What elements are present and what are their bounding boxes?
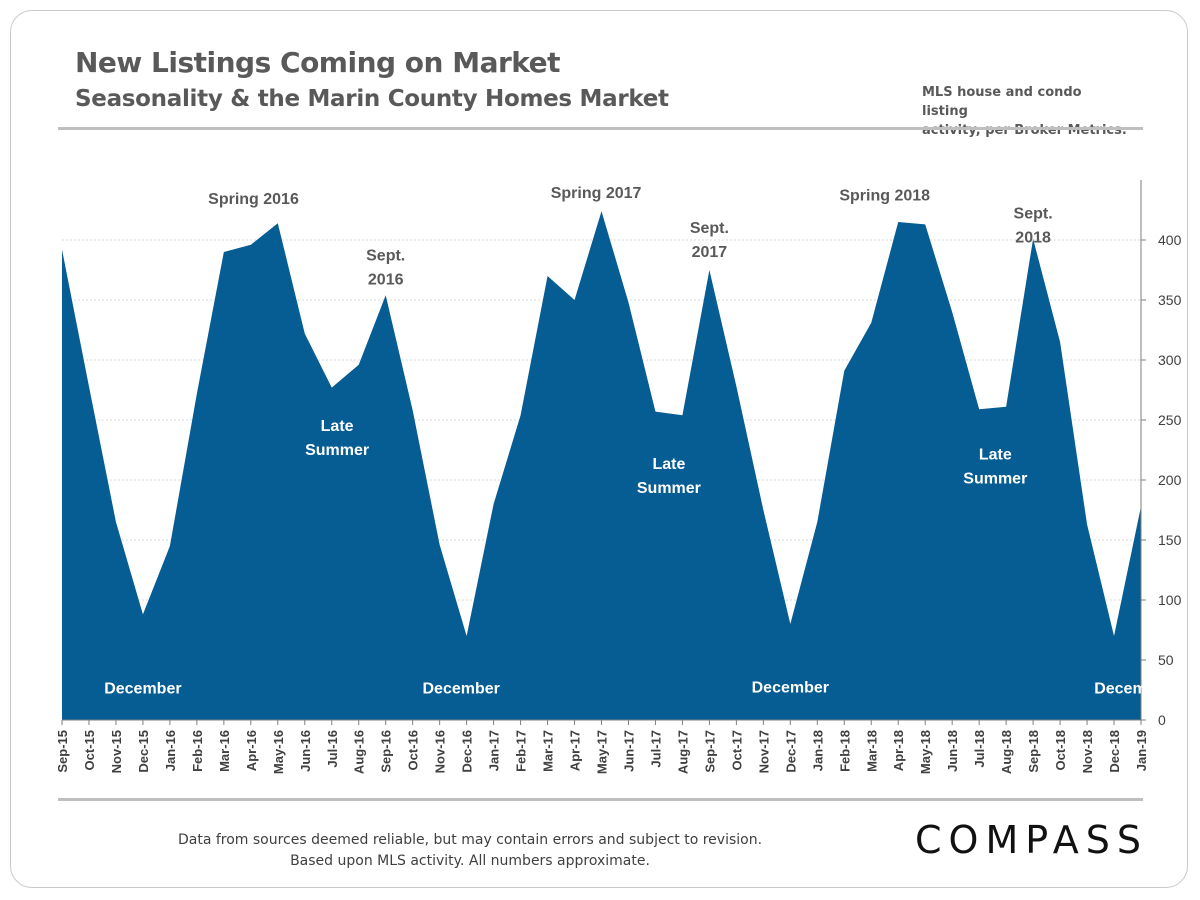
chart-annotation: Late (979, 447, 1012, 464)
x-tick-label: Nov-17 (756, 730, 771, 773)
x-tick-label: Aug-18 (999, 730, 1014, 774)
y-tick-label: 400 (1158, 232, 1182, 248)
x-tick-label: Mar-17 (541, 730, 556, 772)
y-tick-label: 200 (1158, 472, 1182, 488)
y-tick-label: 0 (1158, 712, 1166, 728)
x-tick-label: Oct-15 (82, 730, 97, 770)
x-tick-label: Jan-17 (487, 730, 502, 771)
x-tick-label: Dec-18 (1107, 730, 1122, 773)
listings-area (62, 211, 1141, 720)
chart-annotation: 2018 (1015, 229, 1051, 246)
y-tick-label: 100 (1158, 592, 1182, 608)
chart-annotation: December (423, 681, 500, 698)
x-tick-label: Dec-16 (460, 730, 475, 773)
source-note-line-1: MLS house and condo listing (922, 85, 1082, 119)
x-tick-label: Dec-17 (783, 730, 798, 773)
x-tick-label: Sep-18 (1026, 730, 1041, 773)
x-tick-label: Jan-16 (163, 730, 178, 771)
x-tick-label: Mar-18 (864, 730, 879, 772)
x-tick-label: Jul-18 (972, 730, 987, 768)
x-tick-label: Apr-17 (568, 730, 583, 771)
x-tick-label: Nov-18 (1080, 730, 1095, 773)
x-tick-label: Aug-16 (352, 730, 367, 774)
chart-annotation: Sept. (366, 247, 405, 264)
chart-annotation: Spring 2018 (839, 187, 930, 204)
x-tick-label: Apr-18 (891, 730, 906, 771)
chart-annotation: Sept. (1014, 205, 1053, 222)
chart-annotation: Summer (305, 442, 369, 459)
x-tick-label: Nov-15 (109, 730, 124, 773)
x-tick-label: Jun-16 (298, 730, 313, 772)
chart-annotation: 2017 (692, 244, 728, 261)
chart-annotation: Spring 2017 (551, 185, 642, 202)
x-tick-label: Apr-16 (244, 730, 259, 771)
x-tick-label: Jan-19 (1134, 730, 1149, 771)
x-tick-label: Oct-17 (729, 730, 744, 770)
top-divider (58, 127, 1143, 130)
chart-annotation: 2016 (368, 271, 404, 288)
x-tick-label: Oct-18 (1053, 730, 1068, 770)
chart-annotation: Spring 2016 (208, 191, 299, 208)
x-tick-label: May-18 (918, 730, 933, 774)
x-tick-label: Sep-15 (55, 730, 70, 773)
x-tick-label: Aug-17 (675, 730, 690, 774)
chart-annotation: Sept. (690, 220, 729, 237)
x-tick-label: May-17 (595, 730, 610, 774)
disclaimer-line-2: Based upon MLS activity. All numbers app… (290, 853, 650, 869)
y-tick-label: 300 (1158, 352, 1182, 368)
source-note: MLS house and condo listing activity, pe… (922, 83, 1132, 140)
source-note-line-2: activity, per Broker Metrics. (922, 123, 1127, 138)
x-tick-label: Jun-18 (945, 730, 960, 772)
x-tick-label: Sep-17 (702, 730, 717, 773)
compass-logo: COMPASS (915, 818, 1148, 862)
chart-annotation: December (104, 681, 181, 698)
chart-annotation: Summer (637, 480, 701, 497)
x-tick-label: May-16 (271, 730, 286, 774)
x-tick-label: Oct-16 (406, 730, 421, 770)
x-tick-label: Feb-18 (837, 730, 852, 772)
x-tick-label: Feb-17 (514, 730, 529, 772)
x-tick-label: Jul-17 (648, 730, 663, 768)
x-tick-label: Jan-18 (810, 730, 825, 771)
x-tick-label: Jun-17 (621, 730, 636, 772)
bottom-divider (58, 798, 1143, 801)
x-tick-label: Jul-16 (325, 730, 340, 768)
chart-title: New Listings Coming on Market (75, 46, 561, 79)
chart-annotation: December (752, 679, 829, 696)
disclaimer: Data from sources deemed reliable, but m… (120, 830, 820, 872)
chart-annotation: Summer (963, 471, 1027, 488)
chart-subtitle: Seasonality & the Marin County Homes Mar… (75, 86, 669, 112)
x-tick-label: Mar-16 (217, 730, 232, 772)
x-tick-label: Nov-16 (433, 730, 448, 773)
disclaimer-line-1: Data from sources deemed reliable, but m… (177, 832, 763, 848)
x-tick-label: Dec-15 (136, 730, 151, 773)
y-tick-label: 50 (1158, 652, 1174, 668)
chart-annotation: December (1094, 681, 1171, 698)
x-tick-label: Feb-16 (190, 730, 205, 772)
y-tick-label: 350 (1158, 292, 1182, 308)
y-tick-label: 150 (1158, 532, 1182, 548)
chart-annotation: Late (321, 418, 354, 435)
chart-annotation: Late (652, 456, 685, 473)
x-tick-label: Sep-16 (379, 730, 394, 773)
y-tick-label: 250 (1158, 412, 1182, 428)
